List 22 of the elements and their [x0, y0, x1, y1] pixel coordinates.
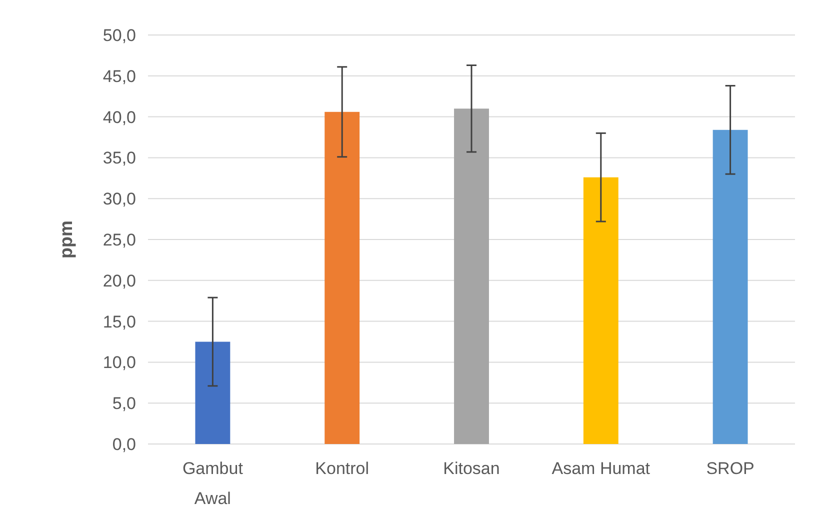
- y-tick-label: 40,0: [102, 108, 136, 127]
- x-tick-label: Asam Humat: [552, 459, 650, 478]
- bar: [454, 108, 489, 444]
- bar: [324, 112, 360, 444]
- x-tick-label: Kontrol: [315, 459, 370, 478]
- y-tick-label: 5,0: [112, 394, 136, 414]
- bar: [195, 342, 230, 444]
- y-tick-label: 45,0: [102, 66, 136, 86]
- y-axis-title: ppm: [56, 220, 76, 258]
- y-tick-label: 10,0: [102, 353, 136, 372]
- y-tick-label: 0,0: [112, 434, 136, 454]
- x-tick-label: SROP: [706, 459, 754, 478]
- bar: [583, 177, 618, 444]
- y-tick-label: 25,0: [102, 230, 136, 250]
- x-tick-label: Kitosan: [443, 459, 500, 478]
- y-tick-label: 20,0: [102, 271, 136, 290]
- y-tick-label: 30,0: [102, 190, 136, 209]
- y-tick-label: 50,0: [102, 26, 136, 45]
- x-tick-label: Gambut Awal: [182, 459, 244, 508]
- bar: [712, 130, 748, 444]
- y-tick-label: 15,0: [102, 312, 136, 332]
- y-tick-label: 35,0: [102, 148, 136, 168]
